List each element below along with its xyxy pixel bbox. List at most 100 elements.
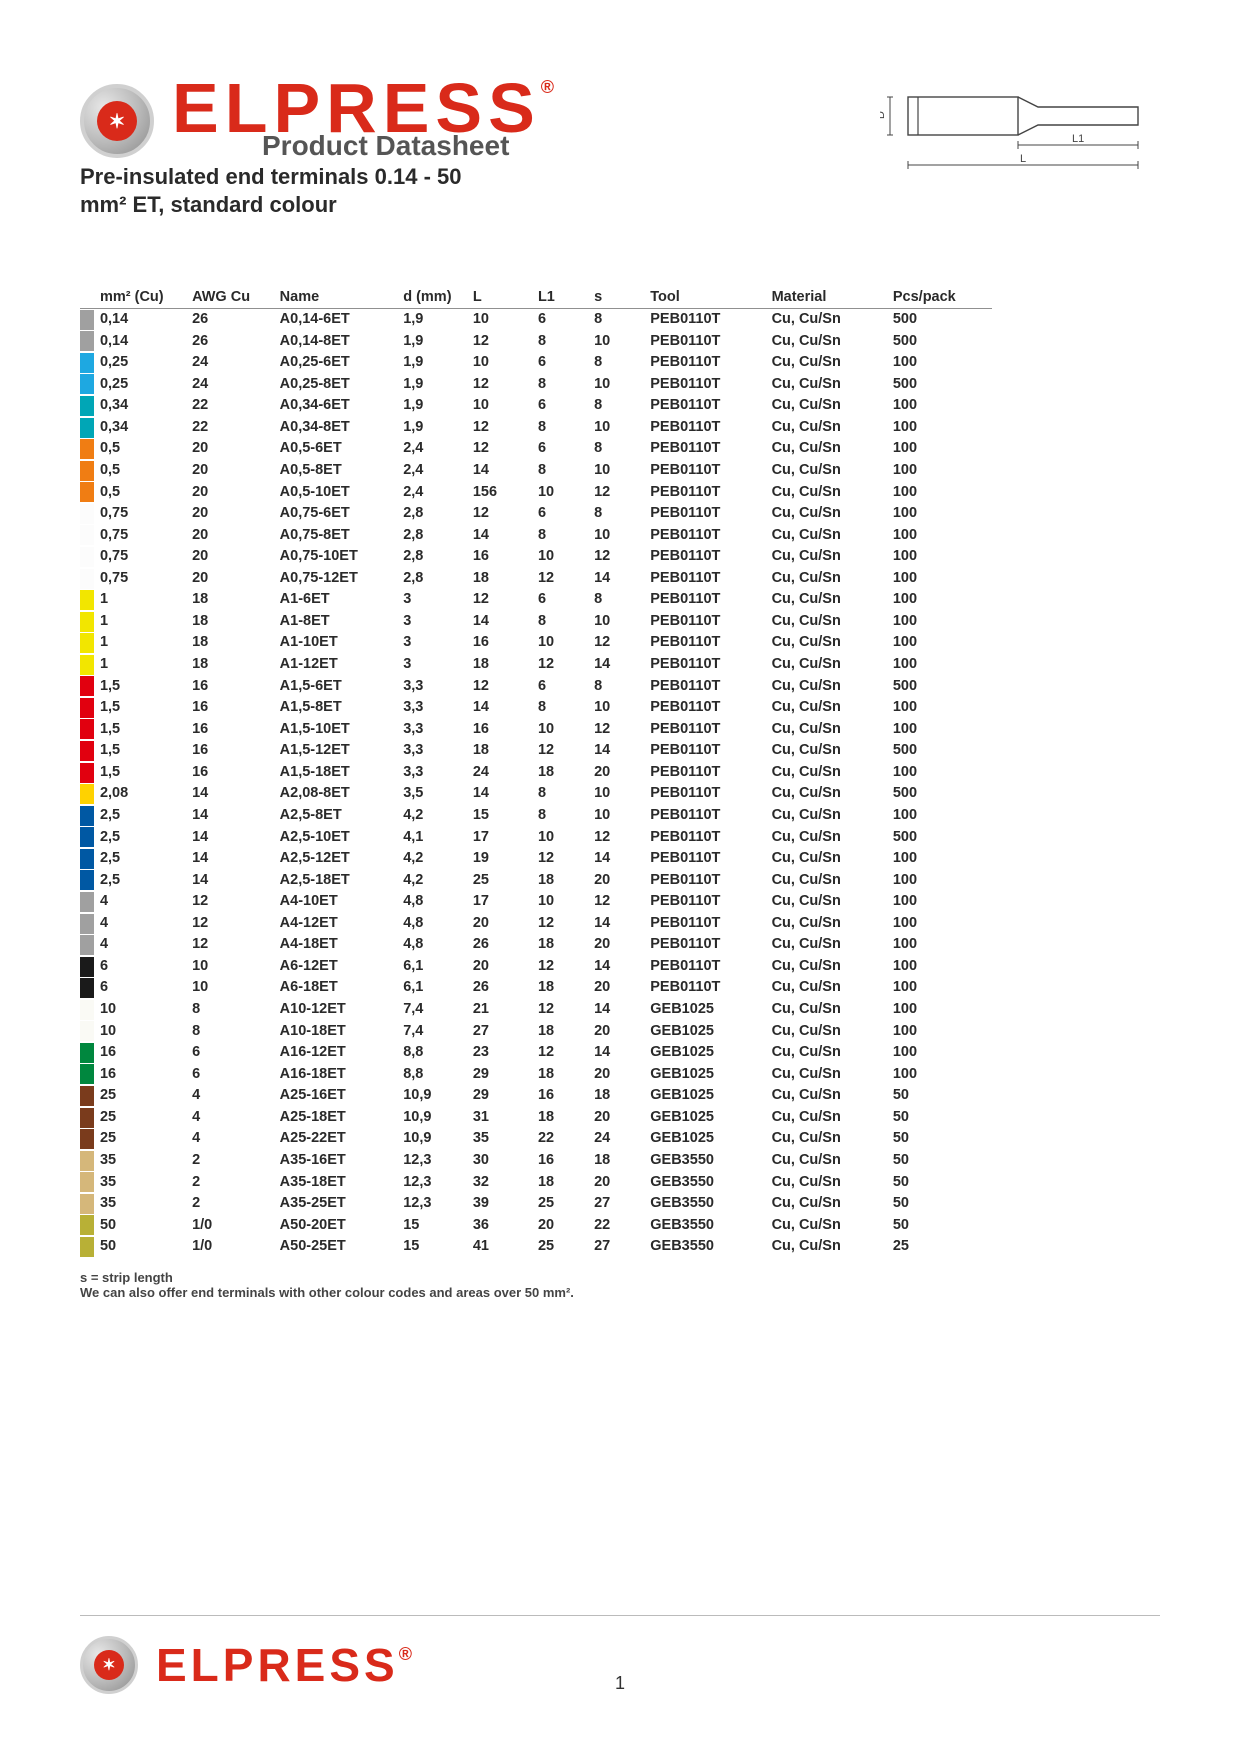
cell-tool: PEB0110T <box>648 719 769 741</box>
cell-pcs: 50 <box>891 1215 992 1237</box>
cell-L: 29 <box>471 1085 536 1107</box>
col-awg: AWG Cu <box>190 285 278 309</box>
cell-material: Cu, Cu/Sn <box>770 891 891 913</box>
cell-L1: 8 <box>536 697 592 719</box>
cell-mm2: 2,5 <box>98 848 190 870</box>
cell-s: 12 <box>592 891 648 913</box>
cell-s: 20 <box>592 934 648 956</box>
cell-mm2: 0,75 <box>98 546 190 568</box>
cell-mm2: 0,75 <box>98 525 190 547</box>
schematic-dim-l: L <box>1020 153 1026 165</box>
cell-awg: 14 <box>190 805 278 827</box>
cell-pcs: 100 <box>891 525 992 547</box>
cell-awg: 18 <box>190 589 278 611</box>
cell-d: 2,4 <box>401 438 471 460</box>
cell-awg: 18 <box>190 611 278 633</box>
cell-d: 1,9 <box>401 352 471 374</box>
cell-d: 3,3 <box>401 676 471 698</box>
cell-tool: GEB3550 <box>648 1150 769 1172</box>
cell-name: A0,5-6ET <box>278 438 402 460</box>
cell-s: 10 <box>592 805 648 827</box>
cell-material: Cu, Cu/Sn <box>770 654 891 676</box>
cell-mm2: 50 <box>98 1236 190 1258</box>
cell-d: 12,3 <box>401 1172 471 1194</box>
table-row: 1,516A1,5-6ET3,31268PEB0110TCu, Cu/Sn500 <box>80 676 992 698</box>
cell-d: 12,3 <box>401 1150 471 1172</box>
cell-material: Cu, Cu/Sn <box>770 1128 891 1150</box>
row-color-swatch <box>80 1042 98 1064</box>
cell-name: A2,5-12ET <box>278 848 402 870</box>
cell-L1: 8 <box>536 611 592 633</box>
row-color-swatch <box>80 1128 98 1150</box>
cell-awg: 10 <box>190 956 278 978</box>
col-material: Material <box>770 285 891 309</box>
table-row: 1,516A1,5-10ET3,3161012PEB0110TCu, Cu/Sn… <box>80 719 992 741</box>
table-row: 0,520A0,5-6ET2,41268PEB0110TCu, Cu/Sn100 <box>80 438 992 460</box>
cell-pcs: 100 <box>891 1021 992 1043</box>
cell-d: 1,9 <box>401 331 471 353</box>
cell-d: 3 <box>401 589 471 611</box>
table-row: 0,520A0,5-8ET2,414810PEB0110TCu, Cu/Sn10… <box>80 460 992 482</box>
table-row: 2,514A2,5-18ET4,2251820PEB0110TCu, Cu/Sn… <box>80 870 992 892</box>
cell-awg: 2 <box>190 1150 278 1172</box>
row-color-swatch <box>80 374 98 396</box>
cell-L1: 8 <box>536 374 592 396</box>
cell-L1: 10 <box>536 546 592 568</box>
cell-material: Cu, Cu/Sn <box>770 740 891 762</box>
cell-material: Cu, Cu/Sn <box>770 1107 891 1129</box>
cell-tool: PEB0110T <box>648 805 769 827</box>
table-row: 0,1426A0,14-8ET1,912810PEB0110TCu, Cu/Sn… <box>80 331 992 353</box>
row-color-swatch <box>80 783 98 805</box>
footer-brand: ✶ ELPRESS® <box>80 1636 416 1694</box>
cell-L1: 22 <box>536 1128 592 1150</box>
schematic-dim-l1: L1 <box>1072 133 1084 145</box>
cell-L1: 8 <box>536 460 592 482</box>
cell-mm2: 0,25 <box>98 374 190 396</box>
cell-L1: 18 <box>536 870 592 892</box>
table-row: 0,7520A0,75-12ET2,8181214PEB0110TCu, Cu/… <box>80 568 992 590</box>
cell-awg: 20 <box>190 568 278 590</box>
cell-material: Cu, Cu/Sn <box>770 589 891 611</box>
cell-s: 10 <box>592 697 648 719</box>
cell-material: Cu, Cu/Sn <box>770 934 891 956</box>
cell-d: 1,9 <box>401 374 471 396</box>
cell-awg: 26 <box>190 309 278 331</box>
cell-pcs: 100 <box>891 632 992 654</box>
cell-name: A2,5-18ET <box>278 870 402 892</box>
cell-material: Cu, Cu/Sn <box>770 1064 891 1086</box>
cell-d: 3 <box>401 654 471 676</box>
footnote-extra: We can also offer end terminals with oth… <box>80 1285 1160 1300</box>
cell-mm2: 25 <box>98 1128 190 1150</box>
cell-tool: PEB0110T <box>648 438 769 460</box>
cell-s: 27 <box>592 1193 648 1215</box>
cell-L: 156 <box>471 482 536 504</box>
cell-pcs: 100 <box>891 762 992 784</box>
cell-material: Cu, Cu/Sn <box>770 525 891 547</box>
cell-material: Cu, Cu/Sn <box>770 331 891 353</box>
table-row: 118A1-12ET3181214PEB0110TCu, Cu/Sn100 <box>80 654 992 676</box>
cell-L1: 12 <box>536 654 592 676</box>
cell-L: 30 <box>471 1150 536 1172</box>
document-title-line2: mm² ET, standard colour <box>80 192 1160 218</box>
cell-material: Cu, Cu/Sn <box>770 417 891 439</box>
row-color-swatch <box>80 1107 98 1129</box>
cell-pcs: 100 <box>891 697 992 719</box>
cell-s: 18 <box>592 1085 648 1107</box>
cell-pcs: 100 <box>891 654 992 676</box>
cell-mm2: 16 <box>98 1042 190 1064</box>
cell-name: A0,34-6ET <box>278 395 402 417</box>
cell-tool: PEB0110T <box>648 525 769 547</box>
cell-awg: 16 <box>190 762 278 784</box>
cell-s: 10 <box>592 783 648 805</box>
cell-s: 14 <box>592 654 648 676</box>
cell-name: A4-10ET <box>278 891 402 913</box>
cell-tool: PEB0110T <box>648 934 769 956</box>
cell-pcs: 100 <box>891 1042 992 1064</box>
cell-s: 27 <box>592 1236 648 1258</box>
table-row: 352A35-16ET12,3301618GEB3550Cu, Cu/Sn50 <box>80 1150 992 1172</box>
cell-name: A2,5-10ET <box>278 827 402 849</box>
cell-name: A25-18ET <box>278 1107 402 1129</box>
cell-L1: 12 <box>536 1042 592 1064</box>
cell-awg: 16 <box>190 676 278 698</box>
table-row: 1,516A1,5-12ET3,3181214PEB0110TCu, Cu/Sn… <box>80 740 992 762</box>
